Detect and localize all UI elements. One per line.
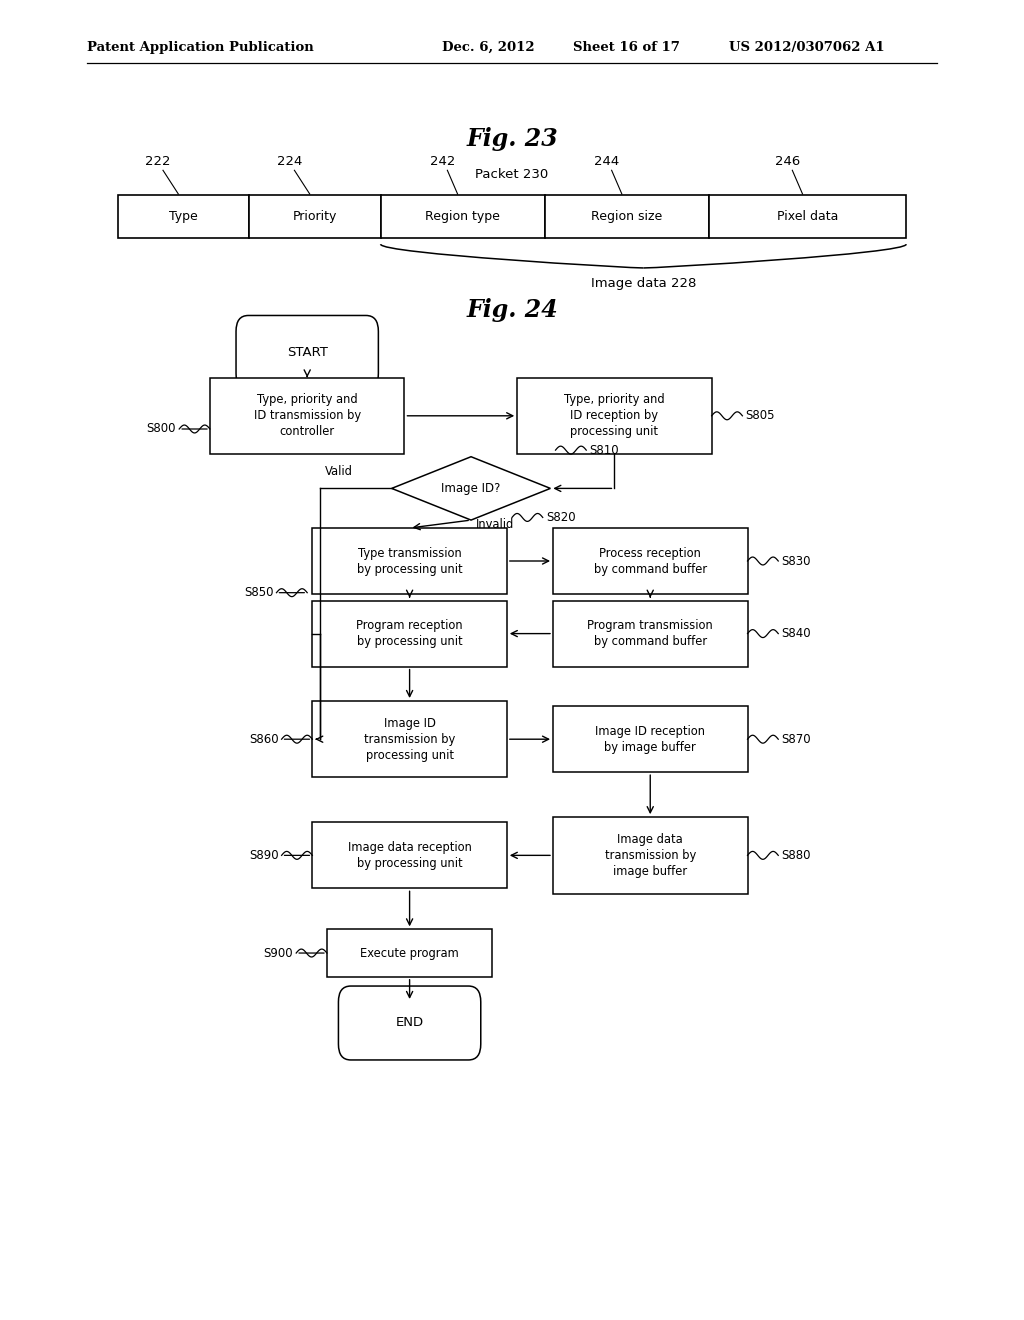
FancyBboxPatch shape	[338, 986, 481, 1060]
Text: S860: S860	[249, 733, 279, 746]
Text: S870: S870	[781, 733, 811, 746]
Text: Image data reception
by processing unit: Image data reception by processing unit	[348, 841, 471, 870]
Text: Invalid: Invalid	[476, 517, 514, 531]
Text: S830: S830	[781, 554, 811, 568]
Text: US 2012/0307062 A1: US 2012/0307062 A1	[729, 41, 885, 54]
Bar	[709, 195, 906, 238]
Text: S805: S805	[745, 409, 775, 422]
Text: S850: S850	[244, 586, 273, 599]
FancyBboxPatch shape	[312, 701, 507, 777]
Text: END: END	[395, 1016, 424, 1030]
Text: 222: 222	[145, 154, 171, 168]
Text: S880: S880	[781, 849, 811, 862]
Text: Image ID
transmission by
processing unit: Image ID transmission by processing unit	[364, 717, 456, 762]
FancyBboxPatch shape	[327, 929, 493, 977]
Text: Pixel data: Pixel data	[777, 210, 839, 223]
Bar	[381, 195, 545, 238]
Text: Image data 228: Image data 228	[591, 277, 696, 290]
Bar	[249, 195, 381, 238]
Text: Process reception
by command buffer: Process reception by command buffer	[594, 546, 707, 576]
FancyBboxPatch shape	[312, 822, 507, 888]
Text: Image ID reception
by image buffer: Image ID reception by image buffer	[595, 725, 706, 754]
Text: Fig. 24: Fig. 24	[466, 298, 558, 322]
Text: S820: S820	[546, 511, 575, 524]
Text: START: START	[287, 346, 328, 359]
Text: Type, priority and
ID transmission by
controller: Type, priority and ID transmission by co…	[254, 393, 360, 438]
FancyBboxPatch shape	[236, 315, 379, 389]
Text: 242: 242	[429, 154, 455, 168]
Bar	[118, 195, 249, 238]
Text: Fig. 23: Fig. 23	[466, 127, 558, 150]
Text: Type, priority and
ID reception by
processing unit: Type, priority and ID reception by proce…	[564, 393, 665, 438]
Text: 224: 224	[276, 154, 302, 168]
Text: Type transmission
by processing unit: Type transmission by processing unit	[356, 546, 463, 576]
FancyBboxPatch shape	[553, 817, 748, 894]
Text: S810: S810	[590, 444, 618, 457]
FancyBboxPatch shape	[312, 601, 507, 667]
FancyBboxPatch shape	[210, 378, 404, 454]
Text: Valid: Valid	[326, 465, 353, 478]
Text: S840: S840	[781, 627, 811, 640]
Text: Type: Type	[169, 210, 198, 223]
Text: Priority: Priority	[293, 210, 337, 223]
FancyBboxPatch shape	[553, 528, 748, 594]
Text: Execute program: Execute program	[360, 946, 459, 960]
Text: S890: S890	[249, 849, 279, 862]
Text: Region type: Region type	[425, 210, 500, 223]
FancyBboxPatch shape	[553, 601, 748, 667]
Bar	[545, 195, 709, 238]
FancyBboxPatch shape	[312, 528, 507, 594]
Text: 246: 246	[774, 154, 800, 168]
Text: Region size: Region size	[592, 210, 663, 223]
Text: S900: S900	[263, 946, 293, 960]
FancyBboxPatch shape	[517, 378, 712, 454]
Text: Image ID?: Image ID?	[441, 482, 501, 495]
Text: Program reception
by processing unit: Program reception by processing unit	[356, 619, 463, 648]
Text: Packet 230: Packet 230	[475, 168, 549, 181]
Text: Patent Application Publication: Patent Application Publication	[87, 41, 313, 54]
Text: Image data
transmission by
image buffer: Image data transmission by image buffer	[604, 833, 696, 878]
Text: S800: S800	[146, 422, 176, 436]
Text: Sheet 16 of 17: Sheet 16 of 17	[573, 41, 680, 54]
Text: Program transmission
by command buffer: Program transmission by command buffer	[588, 619, 713, 648]
Text: 244: 244	[594, 154, 620, 168]
Polygon shape	[391, 457, 551, 520]
FancyBboxPatch shape	[553, 706, 748, 772]
Text: Dec. 6, 2012: Dec. 6, 2012	[442, 41, 535, 54]
